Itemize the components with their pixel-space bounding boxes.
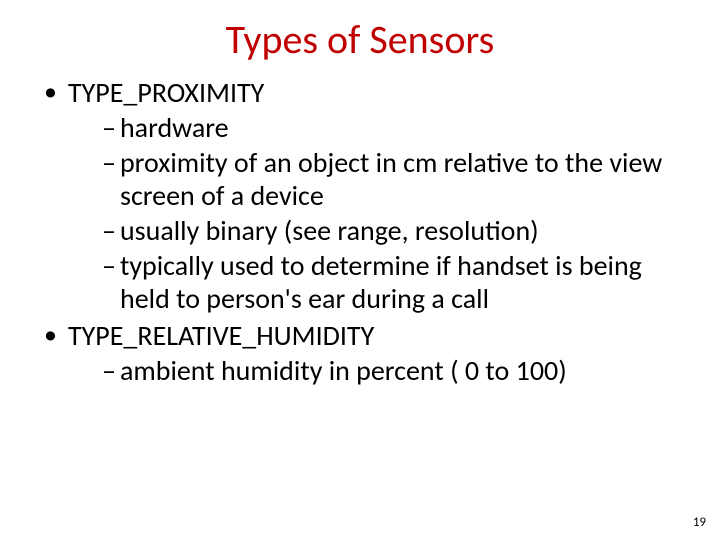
page-number: 19 (693, 515, 706, 530)
slide: Types of Sensors TYPE_PROXIMITY hardware… (0, 0, 720, 540)
bullet-level2: typically used to determine if handset i… (40, 249, 680, 315)
bullet-level2: usually binary (see range, resolution) (40, 214, 680, 247)
slide-title: Types of Sensors (40, 18, 680, 62)
bullet-level1: TYPE_PROXIMITY (40, 76, 680, 109)
bullet-level2: ambient humidity in percent ( 0 to 100) (40, 354, 680, 387)
slide-body: TYPE_PROXIMITY hardware proximity of an … (40, 76, 680, 387)
bullet-level1: TYPE_RELATIVE_HUMIDITY (40, 319, 680, 352)
bullet-level2: hardware (40, 111, 680, 144)
bullet-level2: proximity of an object in cm relative to… (40, 146, 680, 212)
